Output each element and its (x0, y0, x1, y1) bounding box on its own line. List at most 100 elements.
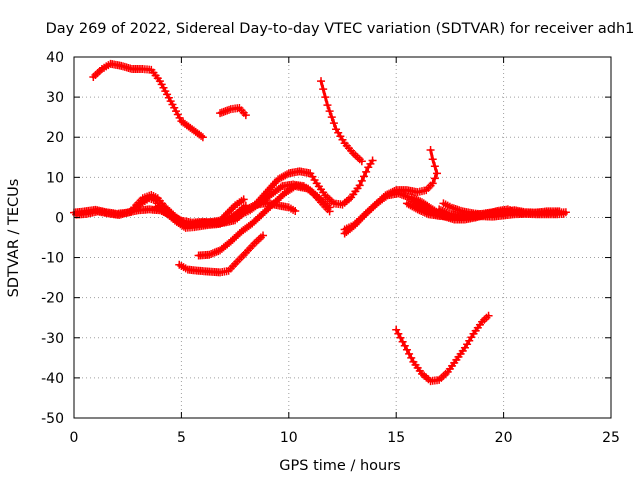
series-s7 (151, 195, 248, 230)
y-tick-label: 40 (46, 50, 64, 66)
series-s10 (194, 182, 334, 260)
data-point (325, 203, 334, 212)
series-s16 (435, 205, 530, 220)
y-tick-label: -50 (41, 411, 64, 427)
data-point (444, 209, 453, 218)
data-point (219, 212, 228, 221)
data-point (174, 216, 183, 225)
data-point (555, 207, 564, 216)
data-point (430, 174, 439, 183)
data-point (239, 195, 248, 204)
data-point (405, 349, 414, 358)
data-point (440, 207, 449, 216)
data-series-group (70, 59, 570, 386)
data-point (484, 311, 493, 320)
data-point (392, 325, 401, 334)
x-tick-label: 0 (70, 430, 79, 446)
axes: 0 5 10 15 20 25 -50 -40 -30 -20 -10 0 10 20 30 40 (41, 50, 620, 446)
data-point (325, 107, 334, 116)
x-axis-title: GPS time / hours (279, 458, 400, 474)
series-s2 (216, 103, 250, 120)
data-point (323, 101, 332, 110)
y-tick-label: -30 (41, 331, 64, 347)
data-point (430, 162, 439, 171)
data-point (357, 176, 366, 185)
y-tick-label: 20 (46, 130, 64, 146)
data-point (435, 205, 444, 214)
data-point (381, 192, 390, 201)
data-point (415, 206, 424, 215)
data-point (428, 155, 437, 164)
data-point (428, 179, 437, 188)
data-point (241, 111, 250, 120)
x-tick-label: 5 (177, 430, 186, 446)
chart-title: Day 269 of 2022, Sidereal Day-to-day VTE… (46, 21, 635, 37)
data-point (394, 329, 403, 338)
data-point (420, 208, 429, 217)
data-point (176, 217, 185, 226)
data-point (172, 215, 181, 224)
series-s18 (392, 311, 493, 386)
y-tick-label: 10 (46, 170, 64, 186)
data-point (259, 231, 268, 240)
data-point (396, 333, 405, 342)
series-s1 (89, 59, 207, 142)
data-point (419, 207, 428, 216)
data-point (358, 213, 367, 222)
data-point (276, 183, 285, 192)
data-point (442, 208, 451, 217)
data-point (357, 157, 366, 166)
data-point (478, 210, 487, 219)
data-point (411, 204, 420, 213)
data-point (422, 209, 431, 218)
data-point (216, 216, 225, 225)
data-point (412, 195, 421, 204)
data-point (413, 205, 422, 214)
data-point (414, 196, 423, 205)
data-point (410, 194, 419, 203)
data-point (438, 207, 447, 216)
x-tick-label: 15 (387, 430, 405, 446)
series-line (319, 79, 364, 163)
y-tick-label: 30 (46, 90, 64, 106)
series-s11 (175, 231, 268, 277)
data-point (197, 131, 206, 140)
data-point (354, 216, 363, 225)
data-point (398, 337, 407, 346)
data-point (225, 207, 234, 216)
data-point (360, 211, 369, 220)
data-point (198, 133, 207, 142)
data-point (409, 194, 418, 203)
data-point (178, 218, 187, 227)
data-point (426, 146, 435, 155)
data-point (407, 353, 416, 362)
y-tick-label: -10 (41, 251, 64, 267)
data-point (329, 119, 338, 128)
data-point (353, 218, 362, 227)
data-point (402, 345, 411, 354)
data-point (521, 209, 530, 218)
data-point (283, 170, 292, 179)
data-point (417, 207, 426, 216)
data-point (217, 214, 226, 223)
data-point (359, 172, 368, 181)
data-point (315, 193, 324, 202)
data-point (319, 85, 328, 94)
data-point (356, 215, 365, 224)
data-point (221, 210, 230, 219)
x-tick-label: 25 (602, 430, 620, 446)
series-line (394, 314, 491, 383)
series-s3 (317, 77, 366, 166)
data-point (227, 205, 236, 214)
y-tick-label: 0 (55, 210, 64, 226)
data-point (180, 219, 189, 228)
data-point (321, 93, 330, 102)
data-point (317, 77, 326, 86)
series-s17 (439, 199, 487, 219)
data-point (561, 208, 570, 217)
y-tick-label: -40 (41, 371, 64, 387)
series-s8 (241, 156, 377, 216)
data-point (170, 215, 179, 224)
data-point (355, 181, 364, 190)
